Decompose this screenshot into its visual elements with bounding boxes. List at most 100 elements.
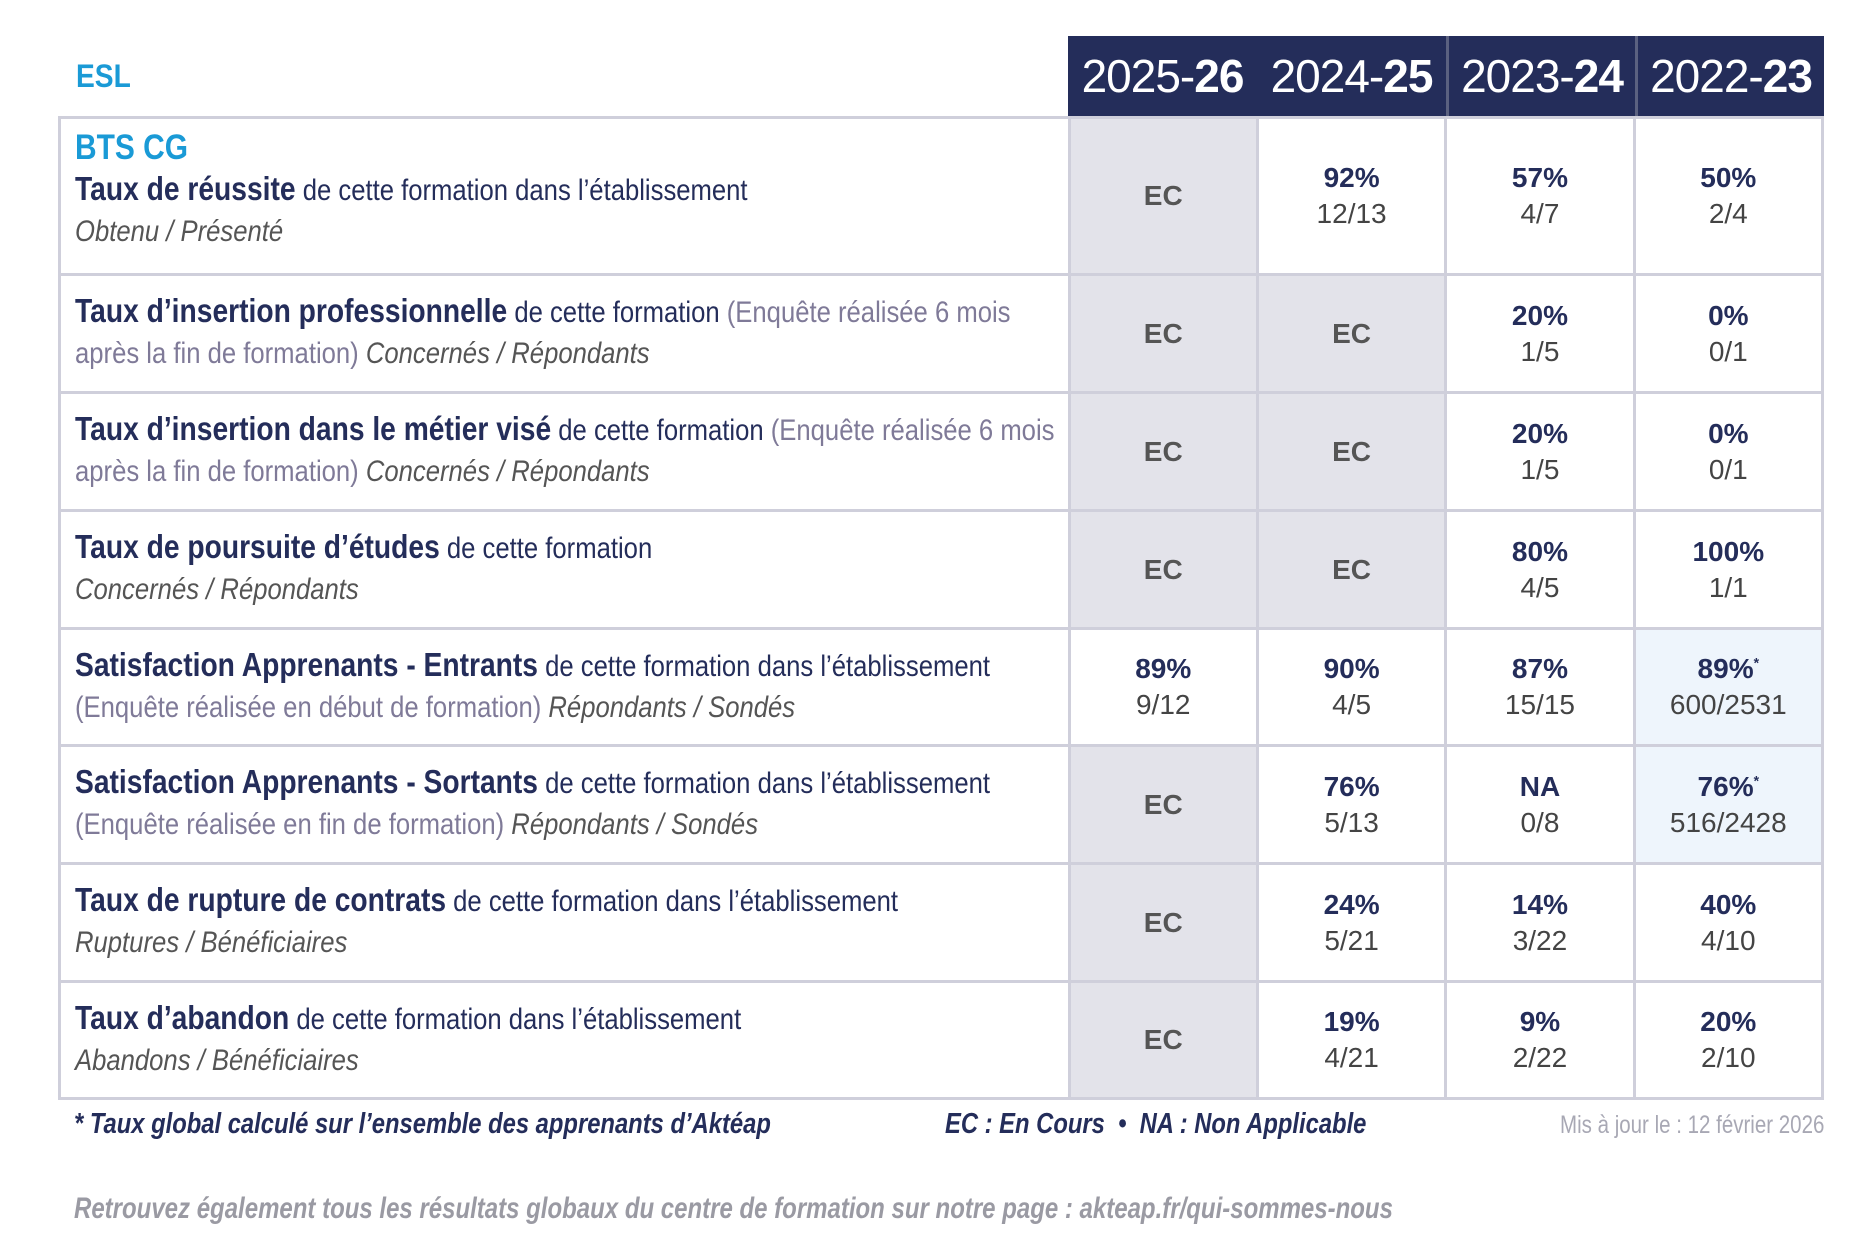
indicator-title: Taux de poursuite d’études bbox=[75, 528, 440, 565]
rate-text: 92% bbox=[1323, 162, 1380, 193]
rate-text: 50% bbox=[1700, 162, 1757, 193]
value-cell: 89% 9/12 bbox=[1067, 630, 1256, 744]
value-cell: EC bbox=[1067, 276, 1256, 391]
indicator-description: de cette formation dans l’établissement bbox=[289, 1003, 742, 1036]
global-rate-note: * Taux global calculé sur l’ensemble des… bbox=[74, 1108, 771, 1140]
status-ec: EC bbox=[1332, 435, 1372, 467]
value-cell: EC bbox=[1067, 865, 1256, 980]
year-header: 2025- 26 2024- 25 2023- 24 2022- 23 bbox=[1068, 36, 1824, 116]
indicator-description: de cette formation bbox=[551, 414, 771, 447]
ratio-value: 1/1 bbox=[1708, 571, 1748, 603]
indicator-text: Taux d’insertion professionnelle de cett… bbox=[75, 290, 1058, 374]
value-cell: EC bbox=[1255, 394, 1445, 509]
ratio-value: 9/12 bbox=[1135, 689, 1191, 720]
indicator-description: de cette formation dans l’établissement bbox=[295, 174, 748, 207]
status-ec: EC bbox=[1332, 317, 1372, 349]
indicator-title: Taux de réussite bbox=[75, 170, 296, 207]
value-cell: EC bbox=[1067, 512, 1256, 627]
indicator-label: Taux d’abandon de cette formation dans l… bbox=[61, 983, 1068, 1097]
ratio-value: 0/8 bbox=[1520, 806, 1560, 838]
rate-text: 0% bbox=[1708, 417, 1749, 449]
ratio-value: 3/22 bbox=[1512, 924, 1568, 956]
value-cell: 0% 0/1 bbox=[1632, 276, 1821, 391]
update-date: Mis à jour le : 12 février 2026 bbox=[1559, 1111, 1824, 1139]
value-cell: 20% 1/5 bbox=[1444, 394, 1632, 509]
formation-name: BTS CG bbox=[75, 128, 189, 167]
rate-value: 20% bbox=[1700, 1006, 1756, 1038]
ratio-value: 2/4 bbox=[1708, 198, 1748, 229]
rate-text: 24% bbox=[1323, 888, 1380, 920]
year-end: 26 bbox=[1194, 50, 1244, 102]
ratio-label: Répondants / Sondés bbox=[541, 691, 796, 724]
value-cell: 20% 1/5 bbox=[1444, 276, 1632, 391]
indicator-description: de cette formation dans l’établissement bbox=[538, 767, 990, 800]
ratio-label: Concernés / Répondants bbox=[358, 455, 650, 488]
indicator-label: Satisfaction Apprenants - Sortants de ce… bbox=[61, 747, 1068, 862]
table-row: Taux de poursuite d’études de cette form… bbox=[61, 509, 1821, 627]
indicator-text: Taux d’abandon de cette formation dans l… bbox=[75, 997, 1058, 1081]
survey-note: (Enquête réalisée 6 mois après la fin de… bbox=[75, 414, 1055, 488]
table-row: BTS CG Taux de réussite de cette formatio… bbox=[61, 119, 1821, 273]
rate-value: 76%* bbox=[1698, 771, 1760, 803]
rate-text: 0% bbox=[1708, 299, 1749, 331]
table-row: Satisfaction Apprenants - Sortants de ce… bbox=[61, 744, 1821, 862]
rate-text: 40% bbox=[1700, 888, 1757, 920]
status-ec: EC bbox=[1143, 553, 1183, 585]
year-start: 2023- bbox=[1461, 50, 1575, 102]
ratio-value: 600/2531 bbox=[1669, 689, 1787, 720]
ratio-value: 516/2428 bbox=[1669, 806, 1787, 838]
value-cell: 90% 4/5 bbox=[1255, 630, 1444, 744]
rate-text: 20% bbox=[1511, 299, 1568, 331]
indicator-text: Satisfaction Apprenants - Sortants de ce… bbox=[75, 761, 1058, 845]
value-cell: EC bbox=[1255, 512, 1445, 627]
section-label: ESL bbox=[76, 58, 131, 94]
status-ec: EC bbox=[1143, 180, 1183, 211]
value-cell: 80% 4/5 bbox=[1444, 512, 1632, 627]
rate-value: 14% bbox=[1512, 889, 1568, 921]
website-note: Retrouvez également tous les résultats g… bbox=[74, 1192, 1393, 1225]
ratio-value: 12/13 bbox=[1316, 198, 1387, 229]
ratio-value: 15/15 bbox=[1504, 689, 1575, 720]
status-ec: EC bbox=[1143, 906, 1183, 938]
rate-value: 0% bbox=[1708, 300, 1748, 332]
indicator-label: Taux de poursuite d’études de cette form… bbox=[61, 512, 1068, 627]
ratio-label: Concernés / Répondants bbox=[75, 573, 359, 606]
status-ec: EC bbox=[1143, 317, 1183, 349]
indicator-description: de cette formation dans l’établissement bbox=[538, 650, 990, 683]
rate-text: 76% bbox=[1323, 770, 1380, 802]
value-cell: EC bbox=[1067, 983, 1256, 1097]
indicator-text: Taux de rupture de contrats de cette for… bbox=[75, 879, 1058, 963]
indicator-text: BTS CG Taux de réussite de cette formatio… bbox=[75, 127, 1058, 252]
rate-text: NA bbox=[1519, 770, 1561, 802]
value-cell: 76%* 516/2428 bbox=[1632, 747, 1821, 862]
ratio-value: 1/5 bbox=[1520, 335, 1560, 367]
year-end: 24 bbox=[1573, 50, 1624, 102]
rate-text: 57% bbox=[1511, 162, 1568, 193]
rate-value: 87% bbox=[1512, 653, 1568, 685]
indicator-title: Satisfaction Apprenants - Entrants bbox=[75, 646, 539, 683]
results-table: BTS CG Taux de réussite de cette formatio… bbox=[58, 116, 1824, 1100]
rate-text: 76% bbox=[1697, 770, 1754, 802]
value-cell: EC bbox=[1067, 394, 1256, 509]
rate-value: 80% bbox=[1512, 536, 1568, 568]
value-cell: 19% 4/21 bbox=[1255, 983, 1444, 1097]
ratio-value: 4/7 bbox=[1520, 198, 1560, 229]
year-start: 2024- bbox=[1270, 50, 1385, 102]
value-cell: 40% 4/10 bbox=[1632, 865, 1821, 980]
rate-value: 20% bbox=[1512, 300, 1568, 332]
ratio-value: 4/10 bbox=[1701, 924, 1756, 956]
rate-text: 19% bbox=[1323, 1006, 1380, 1037]
value-cell: 9% 2/22 bbox=[1444, 983, 1632, 1097]
survey-note: (Enquête réalisée 6 mois après la fin de… bbox=[75, 296, 1011, 370]
rate-text: 90% bbox=[1323, 653, 1380, 684]
ratio-value: 2/10 bbox=[1701, 1042, 1756, 1073]
survey-note: (Enquête réalisée en début de formation) bbox=[75, 691, 542, 724]
value-cell: 0% 0/1 bbox=[1632, 394, 1821, 509]
rate-value: 76% bbox=[1324, 771, 1380, 803]
ratio-value: 4/5 bbox=[1520, 571, 1560, 603]
year-header-2024-25: 2024- 25 bbox=[1257, 36, 1446, 116]
indicator-title: Taux d’insertion dans le métier visé bbox=[75, 410, 552, 447]
rate-value: 24% bbox=[1324, 889, 1380, 921]
table-row: Taux de rupture de contrats de cette for… bbox=[61, 862, 1821, 980]
year-start: 2025- bbox=[1081, 50, 1196, 102]
